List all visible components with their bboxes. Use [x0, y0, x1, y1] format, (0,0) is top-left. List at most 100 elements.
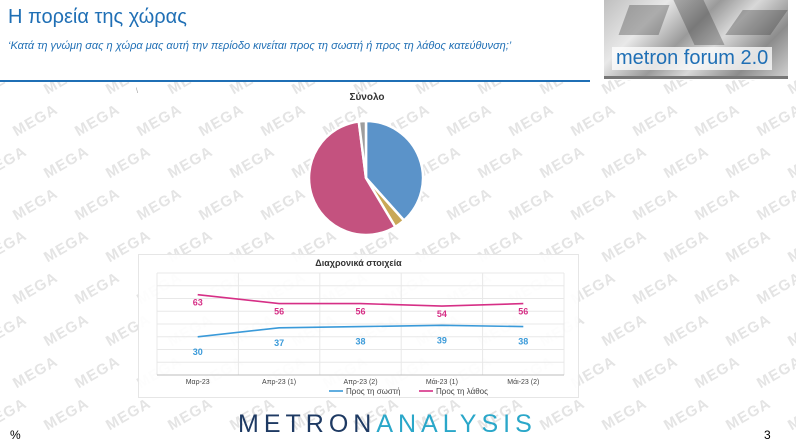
metron-analysis-logo: METRONANALYSIS [238, 410, 537, 439]
watermark-text: MEGA [0, 142, 30, 183]
watermark-text: MEGA [630, 100, 681, 141]
watermark-text: MEGA [785, 142, 796, 183]
watermark-text: MEGA [785, 310, 796, 351]
x-tick-label: Μάι-23 (2) [507, 378, 539, 386]
data-label: 38 [355, 337, 365, 347]
logo-word-analysis: ANALYSIS [376, 410, 537, 438]
watermark-text: MEGA [134, 184, 185, 225]
watermark-text: MEGA [227, 142, 278, 183]
watermark-text: MEGA [723, 310, 774, 351]
watermark-text: MEGA [196, 100, 247, 141]
x-tick-label: Μαρ-23 [186, 379, 210, 386]
watermark-text: MEGA [661, 310, 712, 351]
watermark-text: MEGA [0, 310, 30, 351]
series-line-0 [197, 324, 524, 338]
watermark-text: MEGA [754, 352, 796, 393]
watermark-text: MEGA [41, 310, 92, 351]
watermark-text: MEGA [661, 226, 712, 267]
watermark-text: MEGA [103, 394, 154, 435]
watermark-text: MEGA [413, 80, 464, 98]
watermark-text: MEGA [444, 100, 495, 141]
data-label: 39 [437, 335, 447, 345]
watermark-text: MEGA [754, 184, 796, 225]
legend-label-0: Προς τη σωστή [346, 387, 400, 396]
watermark-text: MEGA [785, 80, 796, 98]
x-tick-label: Απρ-23 (2) [343, 379, 377, 386]
watermark-text: MEGA [568, 100, 619, 141]
watermark-text: MEGA [506, 100, 557, 141]
data-label: 38 [518, 337, 528, 347]
x-tick-label: Μάι-23 (1) [426, 378, 458, 386]
watermark-text: MEGA [227, 80, 278, 98]
watermark-text: MEGA [630, 352, 681, 393]
watermark-text: MEGA [41, 80, 92, 98]
data-label: 37 [274, 338, 284, 348]
watermark-text: MEGA [630, 268, 681, 309]
watermark-text: MEGA [537, 80, 588, 98]
watermark-text: MEGA [10, 268, 61, 309]
watermark-text: MEGA [599, 310, 650, 351]
watermark-text: MEGA [723, 226, 774, 267]
watermark-text: MEGA [10, 352, 61, 393]
forum-logo-text: metron forum 2.0 [612, 47, 773, 70]
line-chart-title: Διαχρονικά στοιχεία [315, 258, 402, 268]
data-label: 56 [274, 307, 284, 317]
watermark-text: MEGA [630, 184, 681, 225]
watermark-text: MEGA [692, 184, 743, 225]
line-chart: 30 37 38 39 38 63 56 56 54 56 Μαρ-23 Απρ-23 (1) Απρ-… [156, 272, 565, 396]
watermark-text: MEGA [754, 268, 796, 309]
header-divider [0, 80, 590, 82]
percent-sign: % [10, 428, 21, 442]
data-label: 56 [355, 307, 365, 317]
watermark-text: MEGA [599, 226, 650, 267]
watermark-text: MEGA [72, 268, 123, 309]
watermark-text: MEGA [506, 184, 557, 225]
data-label: 54 [437, 309, 447, 319]
watermark-text: MEGA [692, 352, 743, 393]
forum-logo: metron forum 2.0 [604, 0, 788, 79]
watermark-text: MEGA [568, 184, 619, 225]
watermark-text: MEGA [103, 80, 154, 98]
watermark-text: MEGA [475, 142, 526, 183]
x-tick-label: Απρ-23 (1) [262, 379, 296, 386]
watermark-text: MEGA [10, 100, 61, 141]
watermark-text: MEGA [134, 100, 185, 141]
data-label: 30 [193, 347, 203, 357]
watermark-text: MEGA [72, 184, 123, 225]
watermark-text: MEGA [723, 142, 774, 183]
page-number: 3 [764, 428, 771, 442]
page-subtitle: ‘Κατά τη γνώμη σας η χώρα μας αυτή την π… [8, 40, 512, 52]
watermark-text: MEGA [103, 142, 154, 183]
watermark-text: MEGA [692, 100, 743, 141]
watermark-text: MEGA [661, 80, 712, 98]
watermark-text: MEGA [72, 352, 123, 393]
watermark-text: MEGA [0, 226, 30, 267]
data-label: 63 [193, 298, 203, 308]
watermark-text: MEGA [72, 100, 123, 141]
pie-chart [307, 119, 425, 237]
watermark-text: MEGA [41, 142, 92, 183]
watermark-text: MEGA [165, 142, 216, 183]
line-chart-box: Διαχρονικά στοιχεία 30 37 38 39 38 63 56 56 54 56… [138, 254, 579, 398]
pie-slice-2 [307, 120, 397, 237]
page-title: Η πορεία της χώρας [8, 6, 187, 28]
pie-slice-3 [357, 119, 368, 179]
watermark-text: MEGA [41, 226, 92, 267]
watermark-text: MEGA [444, 184, 495, 225]
legend-label-1: Προς τη λάθος [436, 387, 488, 396]
watermark-text: MEGA [661, 142, 712, 183]
watermark-text: MEGA [754, 100, 796, 141]
watermark-text: MEGA [723, 80, 774, 98]
watermark-text: MEGA [599, 142, 650, 183]
series-line-1 [197, 293, 524, 307]
watermark-text: MEGA [537, 394, 588, 435]
watermark-text: MEGA [0, 80, 30, 98]
watermark-text: MEGA [475, 80, 526, 98]
watermark-text: MEGA [196, 184, 247, 225]
small-mark: \ [136, 88, 138, 95]
watermark-text: MEGA [599, 80, 650, 98]
watermark-text: MEGA [41, 394, 92, 435]
pie-title: Σύνολο [349, 92, 385, 103]
watermark-text: MEGA [165, 394, 216, 435]
watermark-text: MEGA [537, 142, 588, 183]
